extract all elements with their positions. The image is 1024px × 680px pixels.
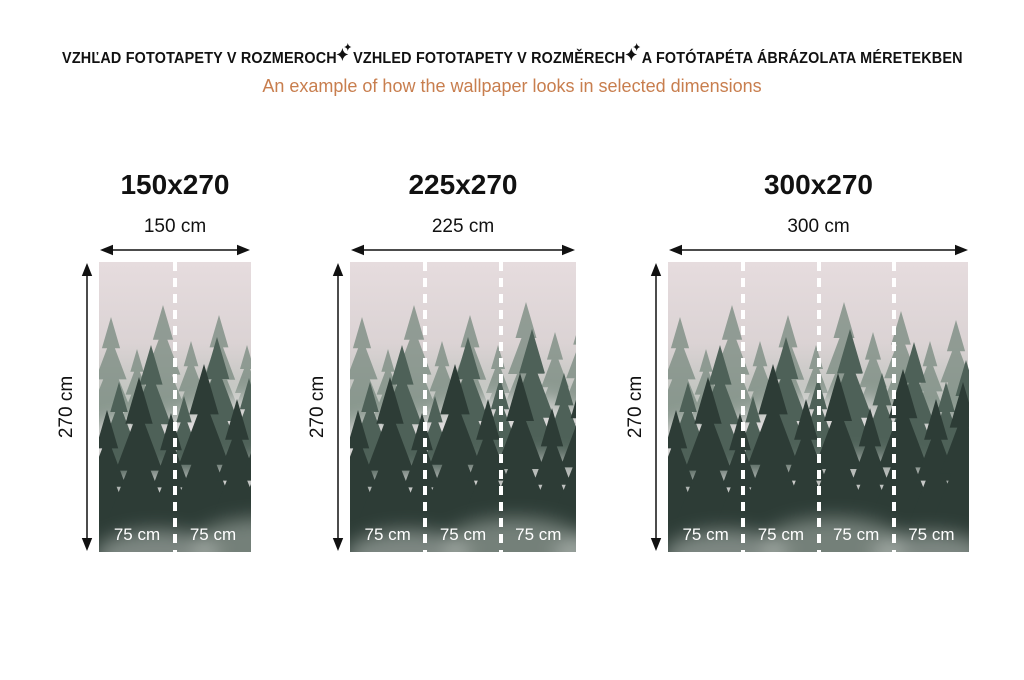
height-dimension-label: 270 cm: [56, 375, 77, 439]
segment-width-label: 75 cm: [515, 525, 562, 544]
panel-title: 150x270: [120, 169, 230, 200]
title-segment-sk: VZHĽAD FOTOTAPETY V ROZMEROCH: [61, 50, 337, 67]
foggy-forest-image: [350, 262, 576, 552]
wallpaper-preview: 75 cm 75 cm 75 cm: [350, 262, 576, 552]
width-dimension-label: 225 cm: [431, 216, 495, 237]
height-dimension-arrow: [81, 263, 93, 551]
panel-title: 225x270: [408, 169, 518, 200]
height-dimension-arrow: [650, 263, 662, 551]
segment-width-label: 75 cm: [439, 525, 487, 544]
segment-width-label: 75 cm: [908, 525, 955, 544]
panel-seam-divider: [891, 262, 896, 552]
segment-width-label: 75 cm: [364, 525, 411, 544]
panel-seam-divider: [816, 262, 821, 552]
panel-seam-divider: [173, 262, 177, 552]
title-segment-cz: VZHLED FOTOTAPETY V ROZMĚRECH: [352, 50, 626, 67]
width-dimension-arrow: [669, 244, 968, 256]
width-dimension-arrow: [100, 244, 250, 256]
segment-labels: 75 cm 75 cm: [99, 525, 251, 545]
panel-seam-divider: [741, 262, 746, 552]
segment-labels: 75 cm 75 cm 75 cm 75 cm: [668, 525, 969, 545]
header: VZHĽAD FOTOTAPETY V ROZMEROCH VZHLED FOTO…: [0, 43, 1024, 97]
width-dimension-label: 300 cm: [787, 216, 850, 237]
title-segment-hu: A FOTÓTAPÉTA ÁBRÁZOLATA MÉRETEKBEN: [641, 50, 963, 67]
height-dimension-label: 270 cm: [625, 375, 646, 439]
panel-title: 300x270: [763, 169, 873, 200]
height-dimension-label: 270 cm: [307, 375, 328, 439]
height-dimension-arrow: [332, 263, 344, 551]
width-dimension-arrow: [351, 244, 575, 256]
sparkle-icon: [625, 43, 640, 65]
segment-width-label: 75 cm: [113, 525, 161, 544]
segment-width-label: 75 cm: [189, 525, 237, 544]
width-dimension-label: 150 cm: [143, 216, 207, 237]
sparkle-icon: [336, 43, 352, 65]
segment-labels: 75 cm 75 cm 75 cm: [350, 525, 576, 545]
wallpaper-preview: 75 cm 75 cm 75 cm 75 cm: [668, 262, 969, 552]
page-title: VZHĽAD FOTOTAPETY V ROZMEROCH VZHLED FOTO…: [61, 43, 963, 68]
segment-width-label: 75 cm: [757, 525, 805, 544]
page-subtitle: An example of how the wallpaper looks in…: [262, 76, 762, 96]
wallpaper-preview: 75 cm 75 cm: [99, 262, 251, 552]
segment-width-label: 75 cm: [682, 525, 729, 544]
panel-seam-divider: [498, 262, 503, 552]
segment-width-label: 75 cm: [832, 525, 880, 544]
panel-seam-divider: [423, 262, 428, 552]
